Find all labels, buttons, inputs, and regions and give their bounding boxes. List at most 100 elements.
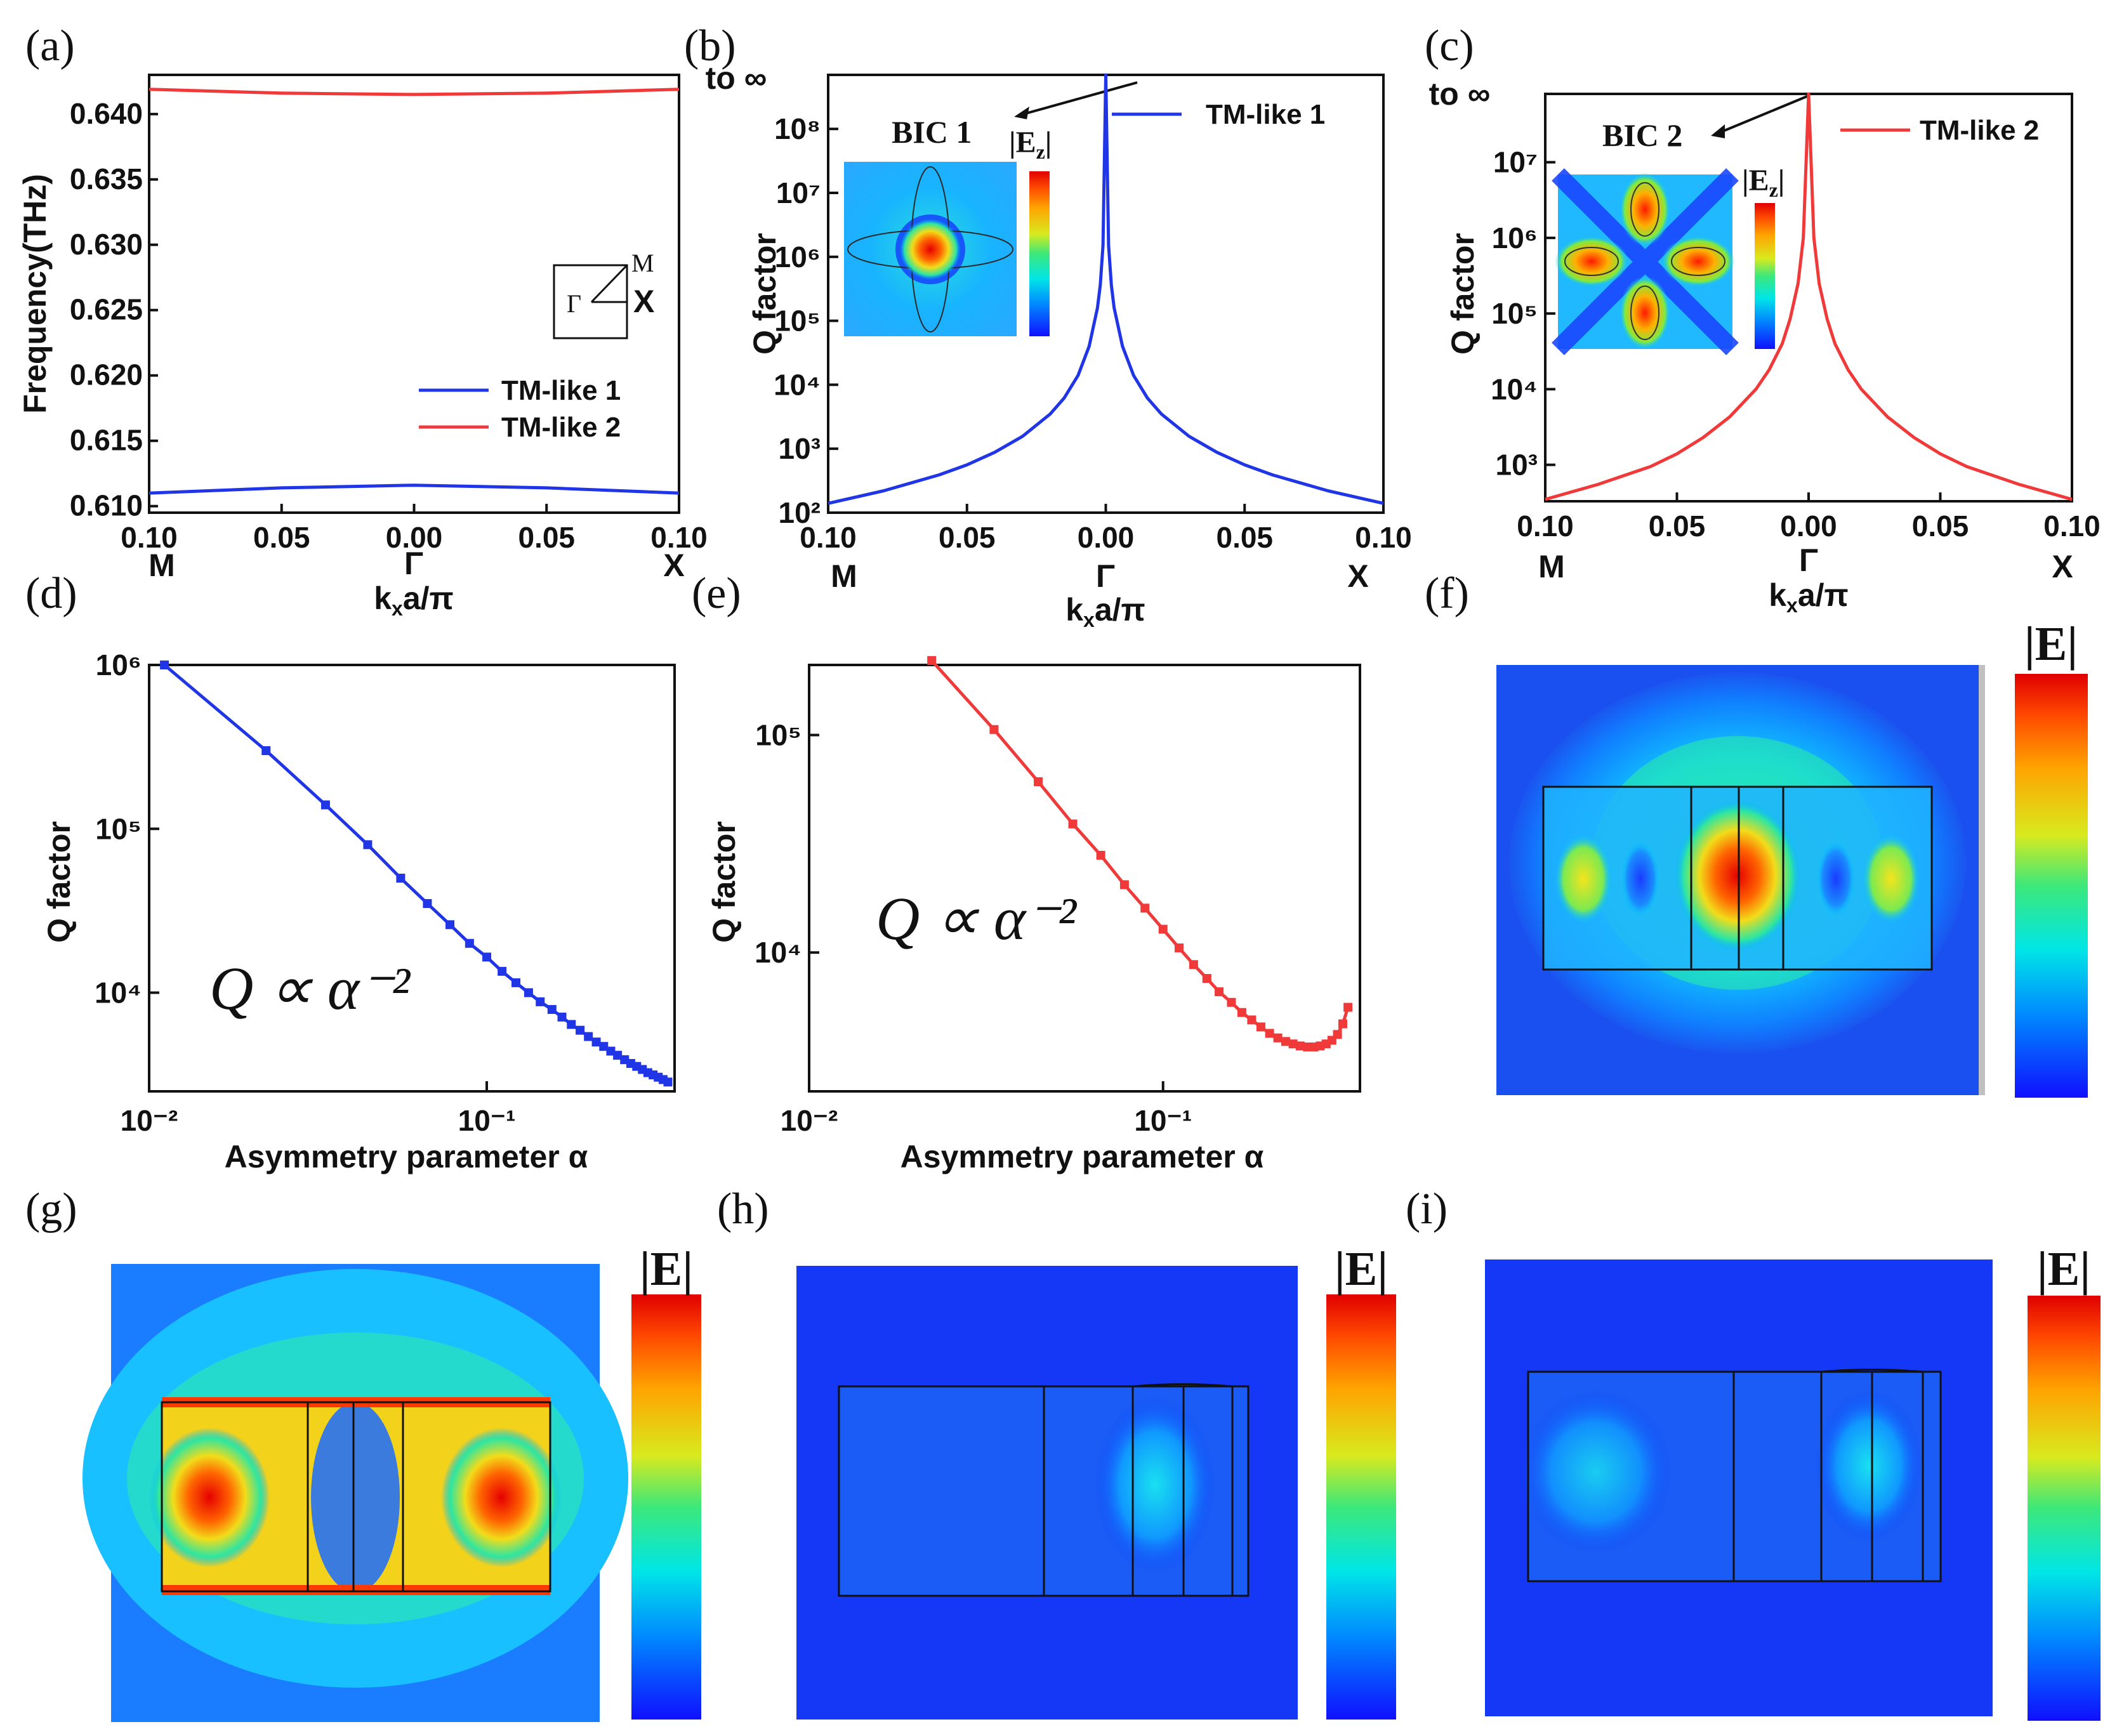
- legend: TM-like 1 TM-like 2: [419, 375, 621, 443]
- data-point: [465, 938, 474, 948]
- data-point: [261, 746, 271, 756]
- chart-c: 10³ 10⁴ 10⁵ 10⁶ 10⁷ 0.10 0.05 0.00 0.05 0.10 Q f…: [1429, 76, 2101, 617]
- data-point: [1034, 777, 1043, 787]
- x-ticks: 10⁻² 10⁻¹: [781, 1081, 1192, 1137]
- data-point: [320, 800, 330, 810]
- y-ticks: 0.610 0.615 0.620 0.625 0.630 0.635 0.640: [70, 97, 158, 522]
- legend: TM-like 1: [1112, 99, 1325, 130]
- legend: TM-like 2: [1840, 115, 2039, 146]
- y-tick-label: 10⁴: [1491, 372, 1538, 405]
- x-ticks: 10⁻² 10⁻¹: [121, 1081, 515, 1137]
- panel-label-f: (f): [1425, 569, 1469, 618]
- x-tick-label: 0.05: [939, 521, 996, 554]
- colorbar-f: [2015, 674, 2088, 1098]
- y-tick-label: 0.640: [70, 97, 143, 130]
- data-point: [1338, 1019, 1347, 1029]
- x-axis-label: Asymmetry parameter α: [900, 1139, 1264, 1174]
- field-label: |Ez|: [1742, 164, 1784, 201]
- inset-x: X: [633, 284, 654, 319]
- x-tick-label: 0.10: [650, 521, 708, 554]
- x-tick-label: 0.10: [800, 521, 857, 554]
- series-line-1: [1545, 92, 2073, 501]
- data-point: [1237, 1008, 1246, 1017]
- series-lines: [828, 73, 1384, 505]
- series-line-1: [148, 483, 680, 495]
- sym-label-gamma: Γ: [1096, 558, 1115, 594]
- x-axis-label: kxa/π: [374, 581, 454, 620]
- data-point: [498, 966, 507, 976]
- x-tick-label: 0.05: [1649, 510, 1706, 542]
- series-line-1: [828, 73, 1384, 505]
- sym-label-m: M: [148, 548, 175, 583]
- data-point: [1140, 904, 1150, 913]
- chart-e: 10⁴ 10⁵ 10⁻² 10⁻¹ Q factor Asymmetry param…: [706, 656, 1361, 1174]
- colorbar-h: [1326, 1294, 1396, 1720]
- sym-label-m: M: [1538, 549, 1565, 584]
- y-axis-label: Q factor: [1445, 233, 1481, 355]
- y-ticks: 10³ 10⁴ 10⁵ 10⁶ 10⁷: [1491, 146, 1555, 482]
- data-point: [482, 952, 492, 962]
- field-map-g: |E|: [82, 1242, 701, 1722]
- sym-label-gamma: Γ: [404, 546, 423, 581]
- data-point: [1189, 960, 1198, 970]
- y-tick-label: 10⁵: [95, 812, 142, 845]
- y-tick-label: 10⁴: [774, 368, 821, 401]
- y-ticks: 10⁴ 10⁵ 10⁶: [95, 648, 159, 1009]
- x-tick-label: 0.10: [1517, 510, 1574, 542]
- panel-label-h: (h): [717, 1185, 769, 1233]
- data-point: [511, 978, 520, 987]
- y-tick-label: 10⁴: [95, 977, 142, 1009]
- y-tick-label: 10³: [779, 432, 821, 465]
- y-tick-label: 0.630: [70, 228, 143, 261]
- arrow-head: [1711, 124, 1725, 138]
- plot-frame: [808, 664, 1361, 1093]
- colorbar-i: [2028, 1296, 2101, 1721]
- y-tick-label: 10⁶: [775, 240, 821, 273]
- y-tick-label: 10⁵: [1491, 297, 1538, 330]
- data-point: [599, 1042, 609, 1051]
- y-tick-label: 0.620: [70, 358, 143, 391]
- data-point: [1068, 819, 1078, 829]
- series-lines: [148, 88, 680, 495]
- panel-label-d: (d): [25, 569, 77, 618]
- y-axis-label: Q factor: [706, 821, 742, 943]
- data-point: [1333, 1030, 1342, 1039]
- field-map-h: |E|: [796, 1242, 1396, 1720]
- colorbar-label-g: |E|: [640, 1242, 693, 1296]
- series-lines: [927, 656, 1353, 1052]
- y-tick-label: 10⁶: [96, 648, 142, 681]
- brillouin-inset: Γ M X: [553, 249, 654, 339]
- scaling-annotation: Q ∝ α⁻²: [209, 954, 411, 1022]
- arrow-line: [1022, 81, 1138, 115]
- series-lines: [1545, 92, 2073, 501]
- inset-title: BIC 2: [1602, 117, 1682, 153]
- inset-title: BIC 1: [892, 114, 972, 150]
- x-axis-label: kxa/π: [1769, 577, 1849, 617]
- legend-item-1: TM-like 1: [1206, 99, 1325, 130]
- x-ticks: 0.10 0.05 0.00 0.05 0.10: [121, 504, 708, 554]
- x-tick-label: 0.10: [1355, 521, 1412, 554]
- data-point: [1175, 943, 1184, 952]
- data-point: [1215, 987, 1224, 997]
- x-tick-label: 0.00: [1078, 521, 1135, 554]
- data-point: [927, 656, 937, 666]
- colorbar-label-f: |E|: [2024, 617, 2078, 671]
- x-tick-label: 0.05: [1912, 510, 1969, 542]
- colorbar: [1029, 171, 1050, 336]
- panel-label-i: (i): [1406, 1185, 1448, 1233]
- legend-item-1: TM-like 1: [501, 375, 621, 406]
- field-label: |Ez|: [1009, 126, 1052, 163]
- y-tick-label: 10²: [779, 496, 821, 529]
- plot-frame: [148, 664, 676, 1093]
- scaling-annotation: Q ∝ α⁻²: [876, 884, 1078, 952]
- data-point: [1119, 880, 1129, 890]
- chart-a: 0.610 0.615 0.620 0.625 0.630 0.635 0.640 0.10…: [17, 74, 708, 620]
- data-point: [1273, 1033, 1283, 1042]
- x-tick-label: 10⁻²: [781, 1104, 838, 1137]
- data-point: [160, 661, 169, 669]
- data-point: [445, 920, 455, 930]
- data-point: [1265, 1029, 1274, 1038]
- y-tick-label: 0.610: [70, 489, 143, 522]
